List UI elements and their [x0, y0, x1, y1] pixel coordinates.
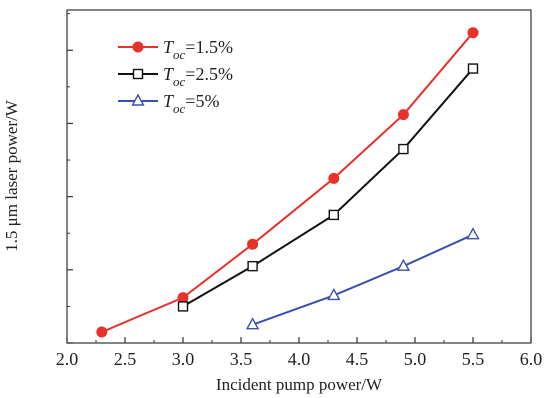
series-line	[182, 67, 474, 308]
x-axis: 2.0 2.5 3.0 3.5 4.0 4.5 5.0 5.5 6.0	[56, 337, 543, 369]
legend-swatch-marker	[131, 93, 145, 106]
series-layer	[96, 27, 480, 338]
x-tick-label: 5.0	[404, 349, 427, 369]
data-point	[466, 227, 480, 240]
legend-label-tail: =2.5%	[185, 64, 233, 84]
data-point	[467, 27, 479, 39]
legend-label-sub: oc	[173, 101, 186, 116]
x-tick-label: 4.5	[346, 349, 369, 369]
series-line	[252, 233, 474, 326]
data-point	[247, 238, 259, 250]
data-point	[247, 260, 258, 272]
legend-label-sub: oc	[173, 47, 186, 62]
legend-label: Toc=1.5%	[163, 37, 233, 62]
data-point	[397, 109, 409, 121]
x-tick-label: 5.5	[462, 349, 485, 369]
data-point	[245, 317, 260, 330]
x-axis-title: Incident pump power/W	[216, 375, 383, 394]
x-tick-label: 2.5	[114, 349, 137, 369]
data-point	[328, 209, 339, 221]
series-line	[101, 32, 474, 333]
y-axis-title: 1.5 μm laser power/W	[2, 99, 21, 252]
x-tick-label: 3.5	[230, 349, 253, 369]
series-1	[96, 27, 479, 338]
legend-label-main: T	[163, 64, 175, 84]
legend: Toc=1.5%Toc=2.5%Toc=5%	[118, 37, 233, 116]
data-point	[398, 143, 409, 155]
legend-label-main: T	[163, 37, 175, 57]
data-point	[467, 63, 479, 74]
x-tick-label: 2.0	[56, 349, 79, 369]
legend-item-2: Toc=2.5%	[118, 64, 233, 89]
y-axis	[67, 13, 73, 344]
legend-label-tail: =1.5%	[185, 37, 233, 57]
series-2	[177, 63, 479, 312]
legend-label-sub: oc	[173, 74, 186, 89]
data-point	[327, 287, 341, 301]
series-3	[245, 227, 480, 330]
legend-label: Toc=2.5%	[163, 64, 233, 89]
data-point	[177, 292, 189, 304]
data-point	[96, 326, 108, 338]
data-point	[328, 172, 340, 184]
x-tick-label: 4.0	[288, 349, 311, 369]
legend-label-tail: =5%	[185, 91, 219, 111]
legend-swatch-marker	[132, 68, 144, 80]
legend-label-main: T	[163, 91, 175, 111]
data-point	[177, 301, 189, 312]
x-tick-label: 3.0	[172, 349, 195, 369]
x-tick-label: 6.0	[520, 349, 543, 369]
legend-label: Toc=5%	[163, 91, 219, 116]
legend-item-3: Toc=5%	[118, 91, 219, 116]
legend-item-1: Toc=1.5%	[118, 37, 233, 62]
plot-frame	[66, 9, 532, 344]
data-point	[396, 258, 411, 271]
legend-swatch-marker	[132, 41, 144, 53]
